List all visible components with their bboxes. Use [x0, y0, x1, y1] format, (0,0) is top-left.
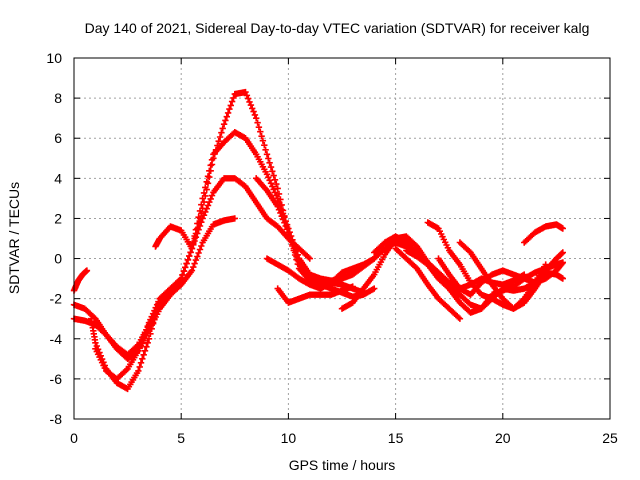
- series-arc-8: [263, 239, 421, 292]
- data-layer: [70, 88, 566, 393]
- x-tick-label: 10: [281, 430, 297, 446]
- x-tick-label: 5: [177, 430, 185, 446]
- tick-layer: 0 5 10 15 20 25 -8 -6 -4 -2 0 2 4 6 8 10: [46, 50, 618, 446]
- x-tick-label: 15: [388, 430, 404, 446]
- y-axis-label: SDTVAR / TECUs: [6, 182, 22, 294]
- grid-layer: [74, 58, 610, 419]
- data-point-markers: [274, 283, 356, 306]
- y-tick-label: -8: [50, 411, 63, 427]
- y-tick-label: 4: [54, 170, 62, 186]
- series-arc-17: [521, 221, 566, 246]
- x-tick-label: 25: [602, 430, 618, 446]
- y-tick-label: -4: [50, 331, 63, 347]
- y-tick-label: 8: [54, 90, 62, 106]
- plot-frame: [73, 57, 611, 420]
- series-arc-9: [274, 283, 356, 306]
- chart-title: Day 140 of 2021, Sidereal Day-to-day VTE…: [85, 20, 590, 36]
- x-tick-label: 20: [495, 430, 511, 446]
- y-tick-label: -2: [50, 291, 63, 307]
- series-arc-7: [253, 175, 378, 300]
- x-tick-label: 0: [70, 430, 78, 446]
- y-tick-label: -6: [50, 371, 63, 387]
- series-arc-16: [456, 239, 549, 312]
- data-point-markers: [392, 245, 464, 322]
- y-tick-label: 2: [54, 210, 62, 226]
- data-point-markers: [263, 239, 421, 292]
- data-point-markers: [456, 239, 549, 312]
- data-point-markers: [253, 175, 378, 300]
- y-tick-label: 0: [54, 251, 62, 267]
- series-arc-12: [392, 245, 464, 322]
- x-axis-label: GPS time / hours: [289, 457, 396, 473]
- y-tick-label: 6: [54, 130, 62, 146]
- y-tick-label: 10: [46, 50, 62, 66]
- data-point-markers: [521, 221, 566, 246]
